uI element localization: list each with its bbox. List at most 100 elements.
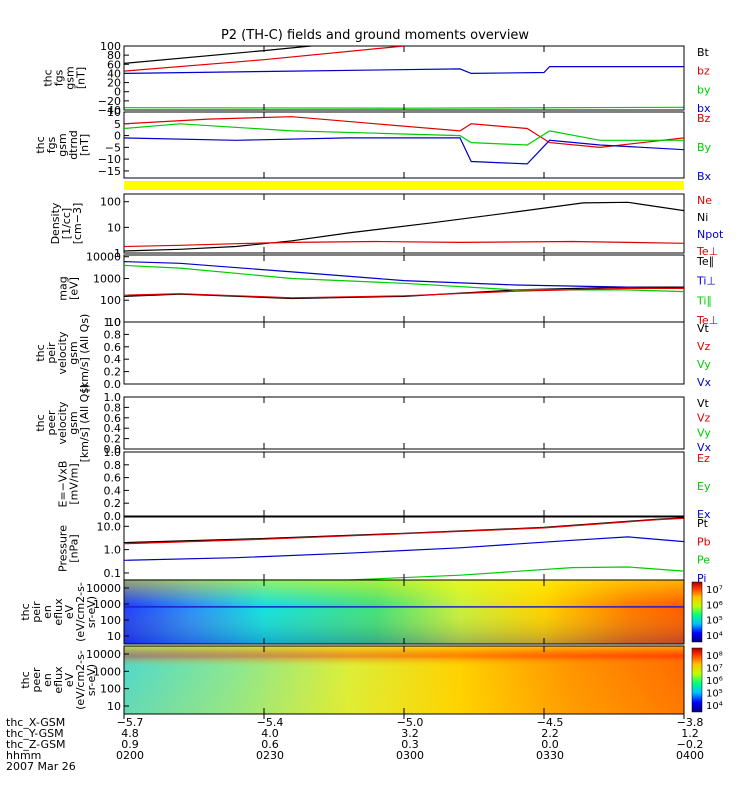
panel-3-series-te⊥: [124, 240, 684, 248]
panel-2-ytick-label: −15: [98, 165, 121, 178]
panel-7-legend-ex: Ex: [697, 508, 711, 521]
panel-4-legend-ti∥: Ti∥: [696, 294, 712, 307]
panel-10-colorbar-tick: 10⁸: [706, 651, 723, 662]
panel-6-ylabel: gsm: [67, 411, 80, 434]
panel-10-colorbar-tick: 10⁵: [706, 689, 723, 700]
panel-5-legend-vt: Vt: [697, 322, 710, 335]
panel-4-legend-te∥: Te∥: [696, 255, 714, 268]
panel-6-ytick-label: 0.6: [104, 412, 122, 425]
panel-5-legend-vx: Vx: [697, 376, 712, 389]
panel-10-ylabel: eflux: [52, 666, 65, 694]
panel-9-ytick-label: 100: [100, 614, 121, 627]
mode-bar: [124, 181, 684, 190]
panel-3-ytick-label: 1: [114, 247, 121, 260]
panel-5-ytick-label: 1.0: [104, 316, 122, 329]
panel-3-ylabel: [1/cc]: [60, 208, 73, 239]
panel-8-legend-pi: Pi: [697, 572, 706, 585]
panel-7-ylabel: E=−VxB: [57, 461, 70, 508]
panel-1-ylabel: thc: [42, 69, 55, 86]
panel-2-ytick-label: 10: [107, 106, 121, 119]
panel-2-ylabel: [nT]: [78, 134, 91, 156]
panel-3-legend-ne: Ne: [697, 194, 712, 207]
footer-z-3: 0.0: [541, 738, 559, 751]
panel-7-frame: [123, 451, 685, 517]
panel-6-ytick-label: 0.2: [104, 433, 122, 446]
panel-3-legend-npot: Npot: [697, 228, 724, 241]
panel-5-ylabel: peir: [45, 342, 58, 364]
panel-9-ytick-label: 10000: [86, 582, 121, 595]
panel-10-ytick-label: 100: [100, 683, 121, 696]
panel-5-ylabel: velocity: [56, 331, 69, 374]
panel-5-ylabel: thc: [34, 344, 47, 361]
panel-10-colorbar-tick: 10⁴: [706, 701, 723, 712]
panel-3-legend-ni: Ni: [697, 211, 708, 224]
panel-5-frame: [123, 321, 685, 385]
panel-1-ytick-label: −20: [98, 95, 121, 108]
panel-1-ytick-label: 100: [100, 40, 121, 53]
panel-9-colorbar-tick: 10⁵: [706, 616, 723, 627]
panel-3-ylabel: Density: [49, 202, 62, 244]
panel-6-legend-vy: Vy: [697, 426, 711, 439]
panel-10-ylabel: en: [41, 673, 54, 687]
panel-4-ytick-label: 10000: [86, 251, 121, 264]
panel-7-ytick-label: 1.0: [104, 446, 122, 459]
panel-2-series-bx: [124, 137, 684, 165]
panel-1-ytick-label: −40: [98, 104, 121, 117]
panel-10-heatmap-shade: [124, 646, 684, 714]
panel-1-series-bz: [124, 46, 405, 72]
panel-6-frame: [123, 396, 685, 450]
panel-9-heatmap-shade: [124, 580, 684, 644]
panel-5-ytick-label: 0.0: [104, 378, 122, 391]
footer-label-x-gsm: thc_X-GSM: [6, 716, 66, 729]
panel-4-legend-te⊥: Te⊥: [696, 314, 718, 327]
panel-5-ylabel: [km/s] (All Qs): [78, 314, 91, 393]
footer-label-z-gsm: thc_Z-GSM: [6, 738, 66, 751]
panel-2-legend-by: By: [697, 141, 712, 154]
panel-8-ytick-label: 0.1: [104, 567, 122, 580]
panel-4-ylabel: [eV]: [68, 277, 81, 300]
panel-2-ytick-label: −10: [98, 153, 121, 166]
panel-1-ylabel: fgs: [53, 69, 66, 86]
panel-9-ylabel: eV: [63, 604, 76, 619]
panel-8-legend-pt: Pt: [697, 517, 709, 530]
panel-7-ytick-label: 0.2: [104, 497, 122, 510]
footer-label-hhmm: hhmm: [6, 749, 42, 762]
panel-7-ytick-label: 0.0: [104, 510, 122, 523]
panel-2-series-by: [124, 123, 684, 146]
panel-7-ytick-label: 0.8: [104, 459, 122, 472]
panel-10-colorbar-tick: 10⁷: [706, 664, 723, 675]
panel-7-ylabel: [mV/m]: [68, 463, 81, 504]
panel-8-series-pb: [124, 517, 684, 545]
panel-5-legend-vz: Vz: [697, 340, 711, 353]
panel-1-ytick-label: 40: [107, 67, 121, 80]
panel-2-ytick-label: −5: [105, 141, 121, 154]
page-title: P2 (TH-C) fields and ground moments over…: [220, 28, 530, 43]
panel-6-ytick-label: 1.0: [104, 391, 122, 404]
panel-1-ytick-label: 20: [107, 77, 121, 90]
panel-7-ytick-label: 0.4: [104, 484, 122, 497]
panel-3-legend-te⊥: Te⊥: [696, 245, 718, 258]
panel-7-ytick-label: 0.6: [104, 472, 122, 485]
panel-1-ytick-label: 0: [114, 86, 121, 99]
panel-9-ytick-label: 1000: [93, 598, 121, 611]
panel-9-ytick-label: 10: [107, 630, 121, 643]
panel-2-legend-bz: Bz: [697, 112, 711, 125]
footer-z-2: 0.3: [401, 738, 419, 751]
panel-8-frame: [123, 516, 685, 581]
footer-time-1: 0230: [256, 749, 284, 762]
panel-2-ylabel: dtrnd: [67, 130, 80, 160]
footer-z-0: 0.9: [121, 738, 139, 751]
panel-6-ylabel: [km/s] (All Qs): [78, 384, 91, 463]
panel-9-ylabel: thc: [19, 603, 32, 620]
panel-10-ylabel: eV: [63, 672, 76, 687]
footer-y-0: 4.8: [121, 727, 139, 740]
panel-8-legend-pe: Pe: [697, 554, 710, 567]
panel-10-ylabel: thc: [19, 671, 32, 688]
footer-time-0: 0200: [116, 749, 144, 762]
panel-2-ylabel: thc: [34, 136, 47, 153]
panel-9-colorbar-tick: 10⁴: [706, 631, 723, 642]
panel-5-ylabel: gsm: [67, 341, 80, 364]
panel-8-ytick-label: 1.0: [104, 544, 122, 557]
panel-10-ytick-label: 10: [107, 700, 121, 713]
footer-x-3: −4.5: [536, 716, 564, 729]
